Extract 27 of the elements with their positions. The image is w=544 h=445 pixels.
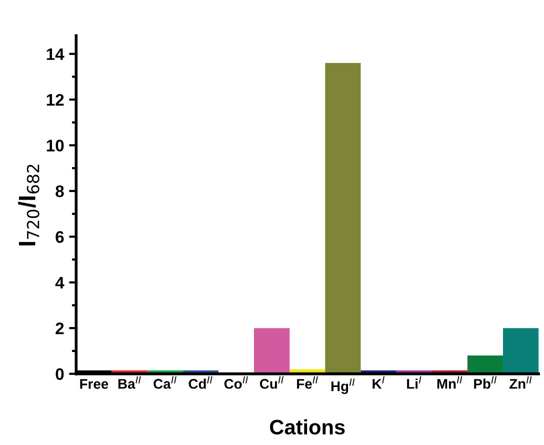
x-tick-label: Free	[80, 379, 108, 389]
x-tick-label: Ba$^{II}$	[118, 376, 141, 389]
x-tick-label: Hg$^{II}$	[331, 378, 355, 394]
y-tick-label: 8	[56, 185, 64, 198]
x-tick-label: Cu$^{II}$	[260, 376, 284, 389]
y-tick-label: 6	[56, 231, 64, 243]
y-tick-label: 14	[46, 48, 64, 60]
x-tick-label: Pb$^{II}$	[474, 376, 497, 389]
bar	[502, 328, 539, 374]
x-tick-label: Ca$^{II}$	[154, 376, 176, 389]
y-tick-label: 10	[46, 140, 64, 152]
y-tick-label: 12	[46, 94, 64, 106]
bar	[254, 328, 290, 374]
x-tick-label: Co$^{II}$	[224, 376, 248, 389]
x-tick-label: Fe$^{II}$	[297, 376, 318, 389]
bar	[467, 356, 503, 374]
x-tick-label: Mn$^{II}$	[437, 376, 462, 389]
y-tick-label: 2	[56, 322, 64, 334]
x-tick-label: Zn$^{II}$	[510, 376, 532, 389]
x-tick-label: Li$^{I}$	[407, 376, 422, 389]
x-tick-label: K$^{I}$	[372, 376, 385, 389]
y-tick-label: 4	[55, 276, 64, 288]
x-tick-label: Cd$^{II}$	[188, 376, 212, 389]
y-axis-title: I$_{720}$/I$_{682}$	[18, 164, 40, 246]
bar	[325, 63, 361, 374]
y-tick-label: 0	[56, 368, 64, 380]
x-axis-title: Cations	[270, 419, 345, 435]
